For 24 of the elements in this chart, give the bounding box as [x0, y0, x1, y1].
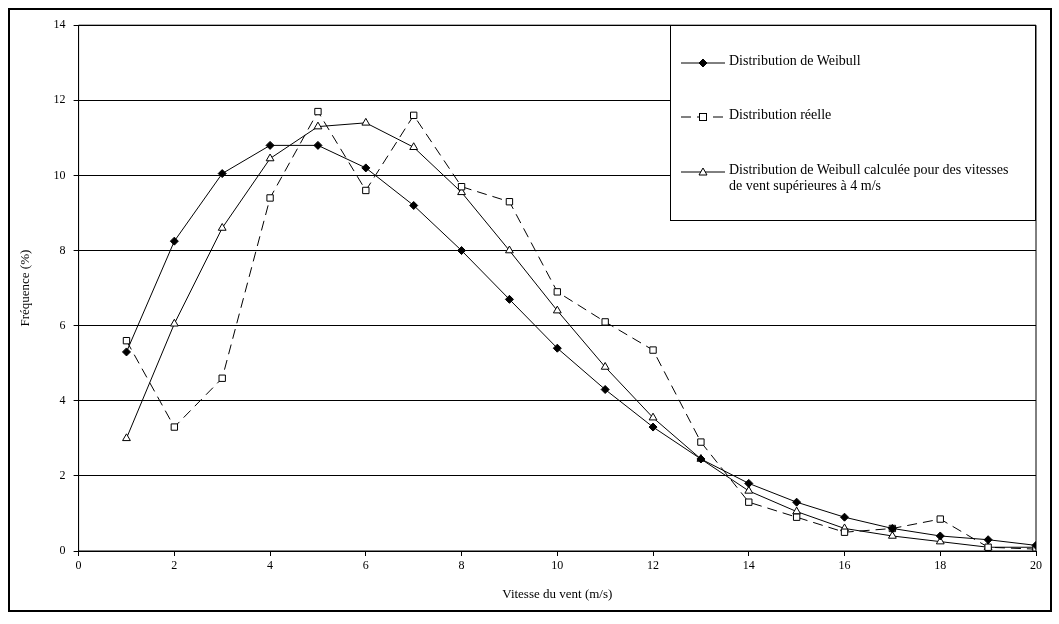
x-tick-label: 2 [171, 558, 178, 573]
x-tick-label: 12 [647, 558, 660, 573]
y-tick-label: 10 [53, 167, 66, 182]
x-tick-label: 0 [75, 558, 82, 573]
y-tick-label: 12 [53, 92, 66, 107]
legend-label: Distribution de Weibull [729, 52, 861, 69]
y-tick-label: 4 [59, 392, 66, 407]
y-tick-label: 8 [59, 242, 66, 257]
y-tick-label: 14 [53, 17, 66, 32]
y-tick-label: 6 [59, 317, 66, 332]
x-tick-label: 4 [267, 558, 274, 573]
x-tick-label: 8 [458, 558, 465, 573]
y-tick-label: 2 [59, 468, 66, 483]
x-tick-label: 14 [742, 558, 755, 573]
x-tick-label: 6 [362, 558, 369, 573]
x-tick-label: 18 [934, 558, 947, 573]
legend-label: Distribution de Weibull calculée pour des vitesses de vent supérieures à 4 m/s [729, 161, 1010, 194]
legend-label: Distribution réelle [729, 107, 832, 124]
x-tick-label: 10 [551, 558, 564, 573]
y-axis-title: Fréquence (%) [17, 249, 33, 327]
y-tick-label: 0 [59, 543, 66, 558]
x-axis-title: Vitesse du vent (m/s) [502, 585, 613, 601]
x-tick-label: 20 [1030, 558, 1042, 573]
x-tick-label: 16 [838, 558, 851, 573]
